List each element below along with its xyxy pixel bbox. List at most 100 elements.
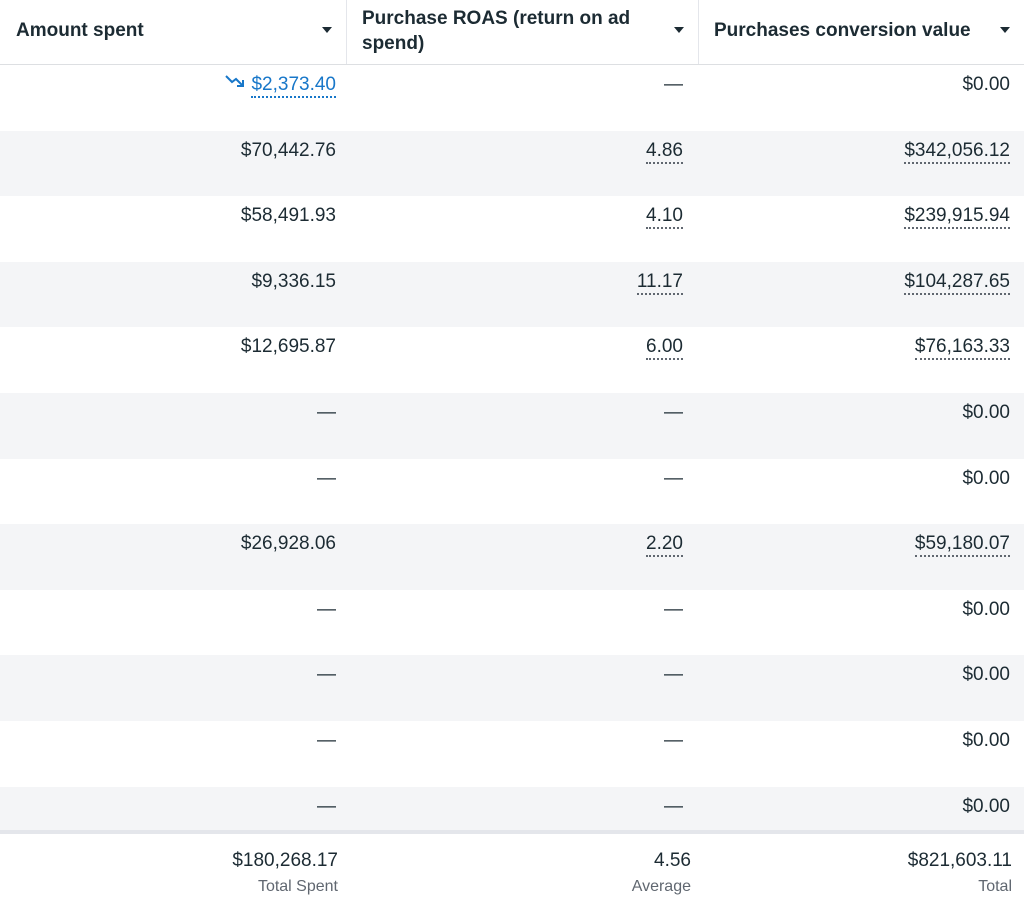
summary-label: Average bbox=[631, 878, 691, 895]
cell-conversion-value: $0.00 bbox=[962, 402, 1010, 424]
table-row: — — $0.00 bbox=[0, 392, 1024, 459]
trend-down-icon bbox=[225, 75, 245, 87]
cell-value[interactable]: 4.10 bbox=[646, 205, 683, 230]
column-header-amount-spent[interactable]: Amount spent bbox=[0, 0, 347, 64]
cell-value: $58,491.93 bbox=[240, 205, 336, 227]
cell-amount-spent[interactable]: $2,373.40 bbox=[225, 74, 336, 98]
cell-conversion-value: $0.00 bbox=[962, 796, 1010, 818]
cell-value: $0.00 bbox=[962, 401, 1010, 423]
cell-value: $12,695.87 bbox=[240, 336, 336, 358]
table-row: $12,695.87 6.00 $76,163.33 bbox=[0, 327, 1024, 393]
cell-purchase-roas: — bbox=[664, 74, 683, 96]
cell-value: — bbox=[664, 664, 683, 686]
table-row: $26,928.06 2.20 $59,180.07 bbox=[0, 524, 1024, 590]
table-row: $2,373.40 — $0.00 bbox=[0, 65, 1024, 131]
cell-amount-spent: — bbox=[317, 599, 336, 621]
cell-value: — bbox=[664, 729, 683, 751]
cell-value: — bbox=[664, 74, 683, 95]
column-header-label: Purchase ROAS (return on ad spend) bbox=[362, 8, 631, 54]
cell-value: — bbox=[317, 467, 336, 489]
cell-conversion-value[interactable]: $342,056.12 bbox=[904, 139, 1010, 164]
cell-purchase-roas: — bbox=[664, 796, 683, 818]
cell-amount-spent: $9,336.15 bbox=[251, 271, 336, 293]
summary-label: Total bbox=[978, 878, 1012, 895]
cell-value: — bbox=[317, 729, 336, 751]
cell-value: $0.00 bbox=[962, 664, 1010, 686]
caret-down-icon[interactable] bbox=[674, 27, 684, 33]
table-row: $70,442.76 4.86 $342,056.12 bbox=[0, 130, 1024, 197]
cell-purchase-roas: — bbox=[664, 599, 683, 621]
cell-purchase-roas[interactable]: 2.20 bbox=[646, 533, 683, 558]
cell-purchase-roas: — bbox=[664, 730, 683, 752]
cell-value: $0.00 bbox=[962, 598, 1010, 620]
cell-value: — bbox=[317, 401, 336, 423]
cell-value[interactable]: 11.17 bbox=[636, 270, 683, 295]
cell-amount-spent: — bbox=[317, 468, 336, 490]
cell-value[interactable]: $2,373.40 bbox=[251, 74, 336, 98]
column-header-label: Purchases conversion value bbox=[714, 20, 971, 41]
summary-value: 4.56 bbox=[654, 850, 691, 871]
cell-amount-spent: — bbox=[317, 664, 336, 686]
cell-value: — bbox=[317, 795, 336, 817]
cell-value: — bbox=[317, 664, 336, 686]
cell-value: — bbox=[317, 598, 336, 620]
cell-purchase-roas[interactable]: 4.86 bbox=[646, 139, 683, 164]
cell-value: $70,442.76 bbox=[240, 139, 336, 161]
cell-amount-spent: — bbox=[317, 730, 336, 752]
cell-value[interactable]: $104,287.65 bbox=[904, 270, 1010, 295]
cell-amount-spent: — bbox=[317, 402, 336, 424]
cell-amount-spent: $58,491.93 bbox=[241, 205, 336, 227]
table-row: — — $0.00 bbox=[0, 589, 1024, 656]
caret-down-icon[interactable] bbox=[322, 27, 332, 33]
cell-conversion-value[interactable]: $59,180.07 bbox=[914, 533, 1010, 558]
cell-value[interactable]: $342,056.12 bbox=[904, 139, 1010, 164]
cell-conversion-value: $0.00 bbox=[962, 74, 1010, 96]
cell-value: $26,928.06 bbox=[240, 533, 336, 555]
summary-label: Total Spent bbox=[257, 878, 338, 895]
cell-value: — bbox=[664, 401, 683, 423]
total-conversion-value: $821,603.11 Total bbox=[908, 834, 1012, 896]
cell-value[interactable]: $239,915.94 bbox=[904, 205, 1010, 230]
summary-value: $821,603.11 bbox=[907, 850, 1012, 871]
average-roas: 4.56 Average bbox=[632, 834, 691, 896]
cell-value: $0.00 bbox=[962, 74, 1010, 95]
cell-conversion-value[interactable]: $104,287.65 bbox=[904, 270, 1010, 295]
summary-value: $180,268.17 bbox=[232, 850, 338, 871]
cell-purchase-roas[interactable]: 11.17 bbox=[636, 270, 683, 295]
cell-amount-spent: — bbox=[317, 796, 336, 818]
cell-value[interactable]: 6.00 bbox=[646, 336, 683, 361]
table-summary-row: $180,268.17 Total Spent 4.56 Average $82… bbox=[0, 830, 1024, 914]
cell-value[interactable]: 2.20 bbox=[646, 533, 683, 558]
cell-value[interactable]: 4.86 bbox=[646, 139, 683, 164]
cell-purchase-roas: — bbox=[664, 468, 683, 490]
total-amount-spent: $180,268.17 Total Spent bbox=[232, 834, 338, 896]
cell-purchase-roas[interactable]: 6.00 bbox=[646, 336, 683, 361]
cell-value: — bbox=[664, 795, 683, 817]
table-row: $9,336.15 11.17 $104,287.65 bbox=[0, 261, 1024, 328]
cell-value: $9,336.15 bbox=[251, 270, 336, 292]
cell-conversion-value: $0.00 bbox=[962, 664, 1010, 686]
cell-amount-spent: $70,442.76 bbox=[241, 140, 336, 162]
table-row: — — $0.00 bbox=[0, 655, 1024, 721]
cell-conversion-value: $0.00 bbox=[962, 599, 1010, 621]
column-header-label: Amount spent bbox=[16, 20, 144, 41]
cell-purchase-roas: — bbox=[664, 664, 683, 686]
cell-value[interactable]: $76,163.33 bbox=[914, 336, 1010, 361]
table-row: — — $0.00 bbox=[0, 458, 1024, 525]
table-row: $58,491.93 4.10 $239,915.94 bbox=[0, 196, 1024, 262]
table-row: — — $0.00 bbox=[0, 720, 1024, 787]
cell-value[interactable]: $59,180.07 bbox=[914, 533, 1010, 558]
column-header-conversion-value[interactable]: Purchases conversion value bbox=[699, 0, 1024, 64]
cell-value: $0.00 bbox=[962, 467, 1010, 489]
column-header-purchase-roas[interactable]: Purchase ROAS (return on ad spend) bbox=[347, 0, 699, 64]
cell-conversion-value[interactable]: $76,163.33 bbox=[914, 336, 1010, 361]
cell-amount-spent: $26,928.06 bbox=[241, 533, 336, 555]
cell-purchase-roas: — bbox=[664, 402, 683, 424]
caret-down-icon[interactable] bbox=[1000, 27, 1010, 33]
cell-value: $0.00 bbox=[962, 729, 1010, 751]
cell-purchase-roas[interactable]: 4.10 bbox=[646, 205, 683, 230]
cell-conversion-value: $0.00 bbox=[962, 468, 1010, 490]
cell-value: $0.00 bbox=[962, 795, 1010, 817]
cell-conversion-value[interactable]: $239,915.94 bbox=[904, 205, 1010, 230]
